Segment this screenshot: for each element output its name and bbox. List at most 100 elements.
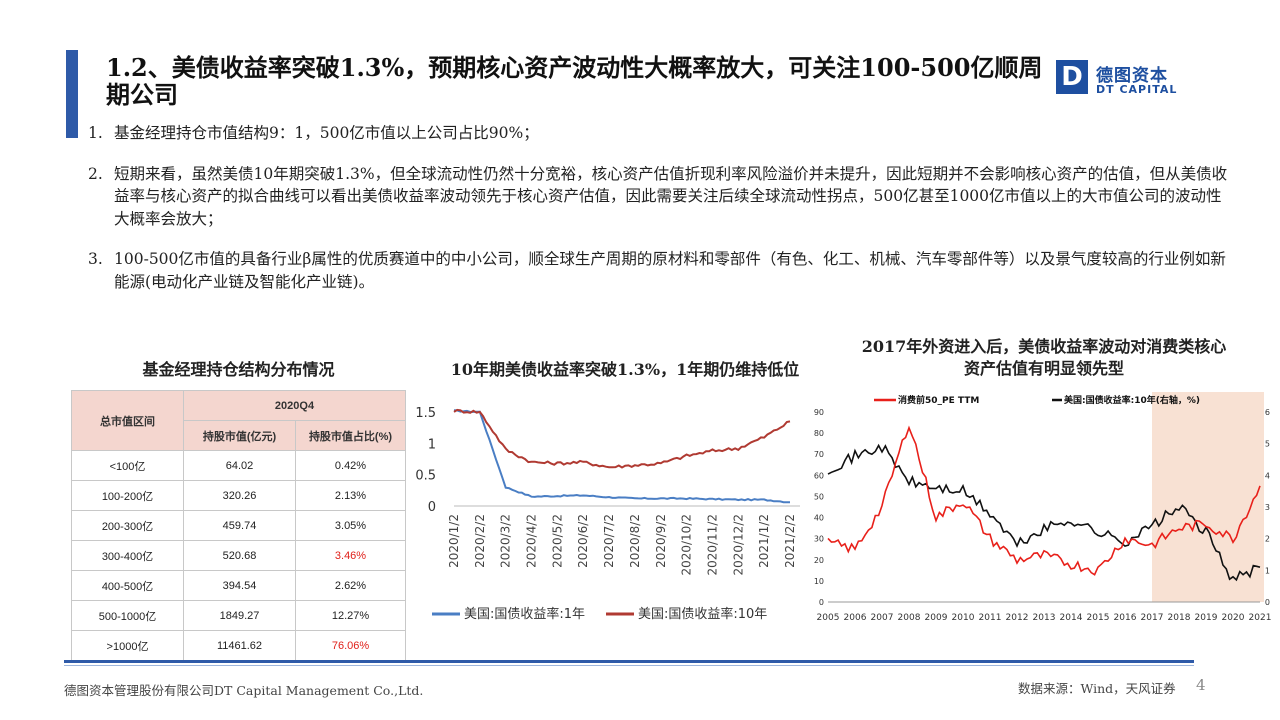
x-tick-label: 2020/4/2: [525, 514, 539, 568]
title-accent-bar: [66, 50, 78, 138]
x-tick-label: 2010: [952, 613, 975, 623]
holdings-table-body: <100亿 64.02 0.42% 100-200亿 320.26 2.13% 200-30…: [71, 450, 406, 661]
x-tick-label: 2020/6/2: [576, 514, 590, 568]
table-cell-share: 2.13%: [295, 480, 406, 511]
x-tick-label: 2020/1/2: [447, 514, 461, 568]
table-header-period: 2020Q4: [183, 390, 406, 421]
y2-tick-label: 1: [1265, 566, 1270, 575]
x-tick-label: 2020/5/2: [550, 514, 564, 568]
x-tick-label: 2020/7/2: [602, 514, 616, 568]
table-cell-share: 76.06%: [295, 630, 406, 661]
y-tick-label: 0.5: [415, 469, 436, 484]
x-tick-label: 2018: [1168, 613, 1191, 623]
legend-label: 消费前50_PE TTM: [898, 394, 979, 406]
table-cell-share: 12.27%: [295, 600, 406, 631]
footer-company: 德图资本管理股份有限公司DT Capital Management Co.,Lt…: [64, 683, 424, 698]
x-tick-label: 2006: [844, 613, 867, 623]
series-line-0: [827, 425, 1261, 576]
y-tick-label: 1.5: [415, 406, 436, 421]
x-tick-label: 2007: [871, 613, 894, 623]
y2-tick-label: 4: [1265, 471, 1270, 480]
y-tick-label: 80: [814, 429, 824, 438]
series-line-1: [453, 408, 791, 469]
x-tick-label: 2019: [1195, 613, 1218, 623]
page-number: 4: [1196, 676, 1206, 694]
y-tick-label: 60: [814, 471, 824, 480]
y-tick-label: 20: [814, 556, 824, 565]
table-cell-range: <100亿: [71, 450, 184, 481]
x-tick-label: 2012: [1006, 613, 1029, 623]
x-tick-label: 2021: [1249, 613, 1272, 623]
point-text: 基金经理持仓市值结构9：1，500亿市值以上公司占比90%；: [114, 124, 539, 142]
highlight-band: [1152, 392, 1264, 602]
x-tick-label: 2013: [1033, 613, 1056, 623]
table-row: >1000亿 11461.62 76.06%: [71, 630, 406, 661]
y-tick-label: 0: [819, 598, 824, 607]
panel-title-holdings: 基金经理持仓结构分布情况: [142, 360, 335, 379]
x-tick-label: 2014: [1060, 613, 1083, 623]
table-cell-value: 1849.27: [183, 600, 296, 631]
series-line-0: [453, 409, 790, 504]
table-cell-range: 400-500亿: [71, 570, 184, 601]
y-tick-label: 90: [814, 408, 824, 417]
y-tick-label: 0: [428, 500, 436, 515]
x-tick-label: 2020/10/2: [680, 514, 694, 576]
point-text: 短期来看，虽然美债10年期突破1.3%，但全球流动性仍然十分宽裕，核心资产估值折…: [114, 164, 1228, 228]
logo-text-cn: 德图资本: [1096, 66, 1168, 86]
point-number: 3.: [88, 250, 103, 268]
table-row: 100-200亿 320.26 2.13%: [71, 480, 406, 511]
y-tick-label: 50: [814, 492, 824, 501]
legend-label: 美国:国债收益率:10年: [638, 606, 767, 622]
footer-divider-thin: [64, 665, 1194, 666]
table-cell-range: 100-200亿: [71, 480, 184, 511]
x-tick-label: 2017: [1141, 613, 1164, 623]
logo-text-en: DT CAPITAL: [1096, 83, 1178, 96]
table-cell-value: 11461.62: [183, 630, 296, 661]
table-row: <100亿 64.02 0.42%: [71, 450, 406, 481]
page-title: 1.2、美债收益率突破1.3%，预期核心资产波动性大概率放大，可关注100-50…: [106, 53, 1043, 109]
table-cell-value: 394.54: [183, 570, 296, 601]
table-row: 300-400亿 520.68 3.46%: [71, 540, 406, 571]
table-cell-share: 0.42%: [295, 450, 406, 481]
x-tick-label: 2020/12/2: [731, 514, 745, 576]
x-tick-label: 2021/2/2: [783, 514, 797, 568]
company-logo: D 德图资本 DT CAPITAL: [1056, 60, 1190, 100]
x-tick-label: 2020/8/2: [628, 514, 642, 568]
y-tick-label: 40: [814, 514, 824, 523]
y2-tick-label: 6: [1265, 408, 1270, 417]
y2-tick-label: 2: [1265, 535, 1270, 544]
footer-divider: [64, 660, 1194, 663]
table-row: 400-500亿 394.54 2.62%: [71, 570, 406, 601]
table-header-range: 总市值区间: [71, 390, 184, 451]
x-tick-label: 2016: [1114, 613, 1137, 623]
x-tick-label: 2008: [898, 613, 921, 623]
table-row: 200-300亿 459.74 3.05%: [71, 510, 406, 541]
pe-vs-yield-chart: 0 10 20 30 40 50 60 70 80 90 0 1 2 3 4 5 6 2005 2006 2007 20…: [814, 392, 1272, 623]
legend-label: 美国:国债收益率:1年: [464, 606, 585, 622]
table-cell-value: 520.68: [183, 540, 296, 571]
y-tick-label: 70: [814, 450, 824, 459]
x-tick-label: 2009: [925, 613, 948, 623]
y-tick-label: 30: [814, 535, 824, 544]
y2-tick-label: 3: [1265, 503, 1270, 512]
table-cell-value: 64.02: [183, 450, 296, 481]
y-tick-label: 1: [428, 437, 436, 452]
x-tick-label: 2020/3/2: [499, 514, 513, 568]
point-number: 1.: [88, 124, 103, 142]
x-tick-label: 2020/9/2: [654, 514, 668, 568]
table-cell-share: 3.46%: [295, 540, 406, 571]
table-cell-value: 459.74: [183, 510, 296, 541]
x-tick-label: 2015: [1087, 613, 1110, 623]
x-tick-label: 2005: [817, 613, 840, 623]
yield-line-chart: 0 0.5 1 1.5 2020/1/2 2020/2/2 2020/3/2 2020/4/2…: [415, 406, 800, 622]
panel-title-pe-vs-yield: 2017年外资进入后，美债收益率波动对消费类核心资产估值有明显领先型: [861, 337, 1227, 378]
list-item: 1. 基金经理持仓市值结构9：1，500亿市值以上公司占比90%；: [88, 122, 1228, 145]
x-tick-label: 2020/2/2: [473, 514, 487, 568]
x-tick-label: 2021/1/2: [757, 514, 771, 568]
table-cell-share: 2.62%: [295, 570, 406, 601]
holdings-table: 总市值区间 2020Q4 持股市值(亿元) 持股市值占比(%) <100亿 64.…: [71, 390, 406, 661]
table-cell-range: 300-400亿: [71, 540, 184, 571]
legend-label: 美国:国债收益率:10年(右轴，%): [1064, 394, 1200, 406]
table-row: 500-1000亿 1849.27 12.27%: [71, 600, 406, 631]
footer-source: 数据来源：Wind，天风证券: [1018, 681, 1176, 696]
